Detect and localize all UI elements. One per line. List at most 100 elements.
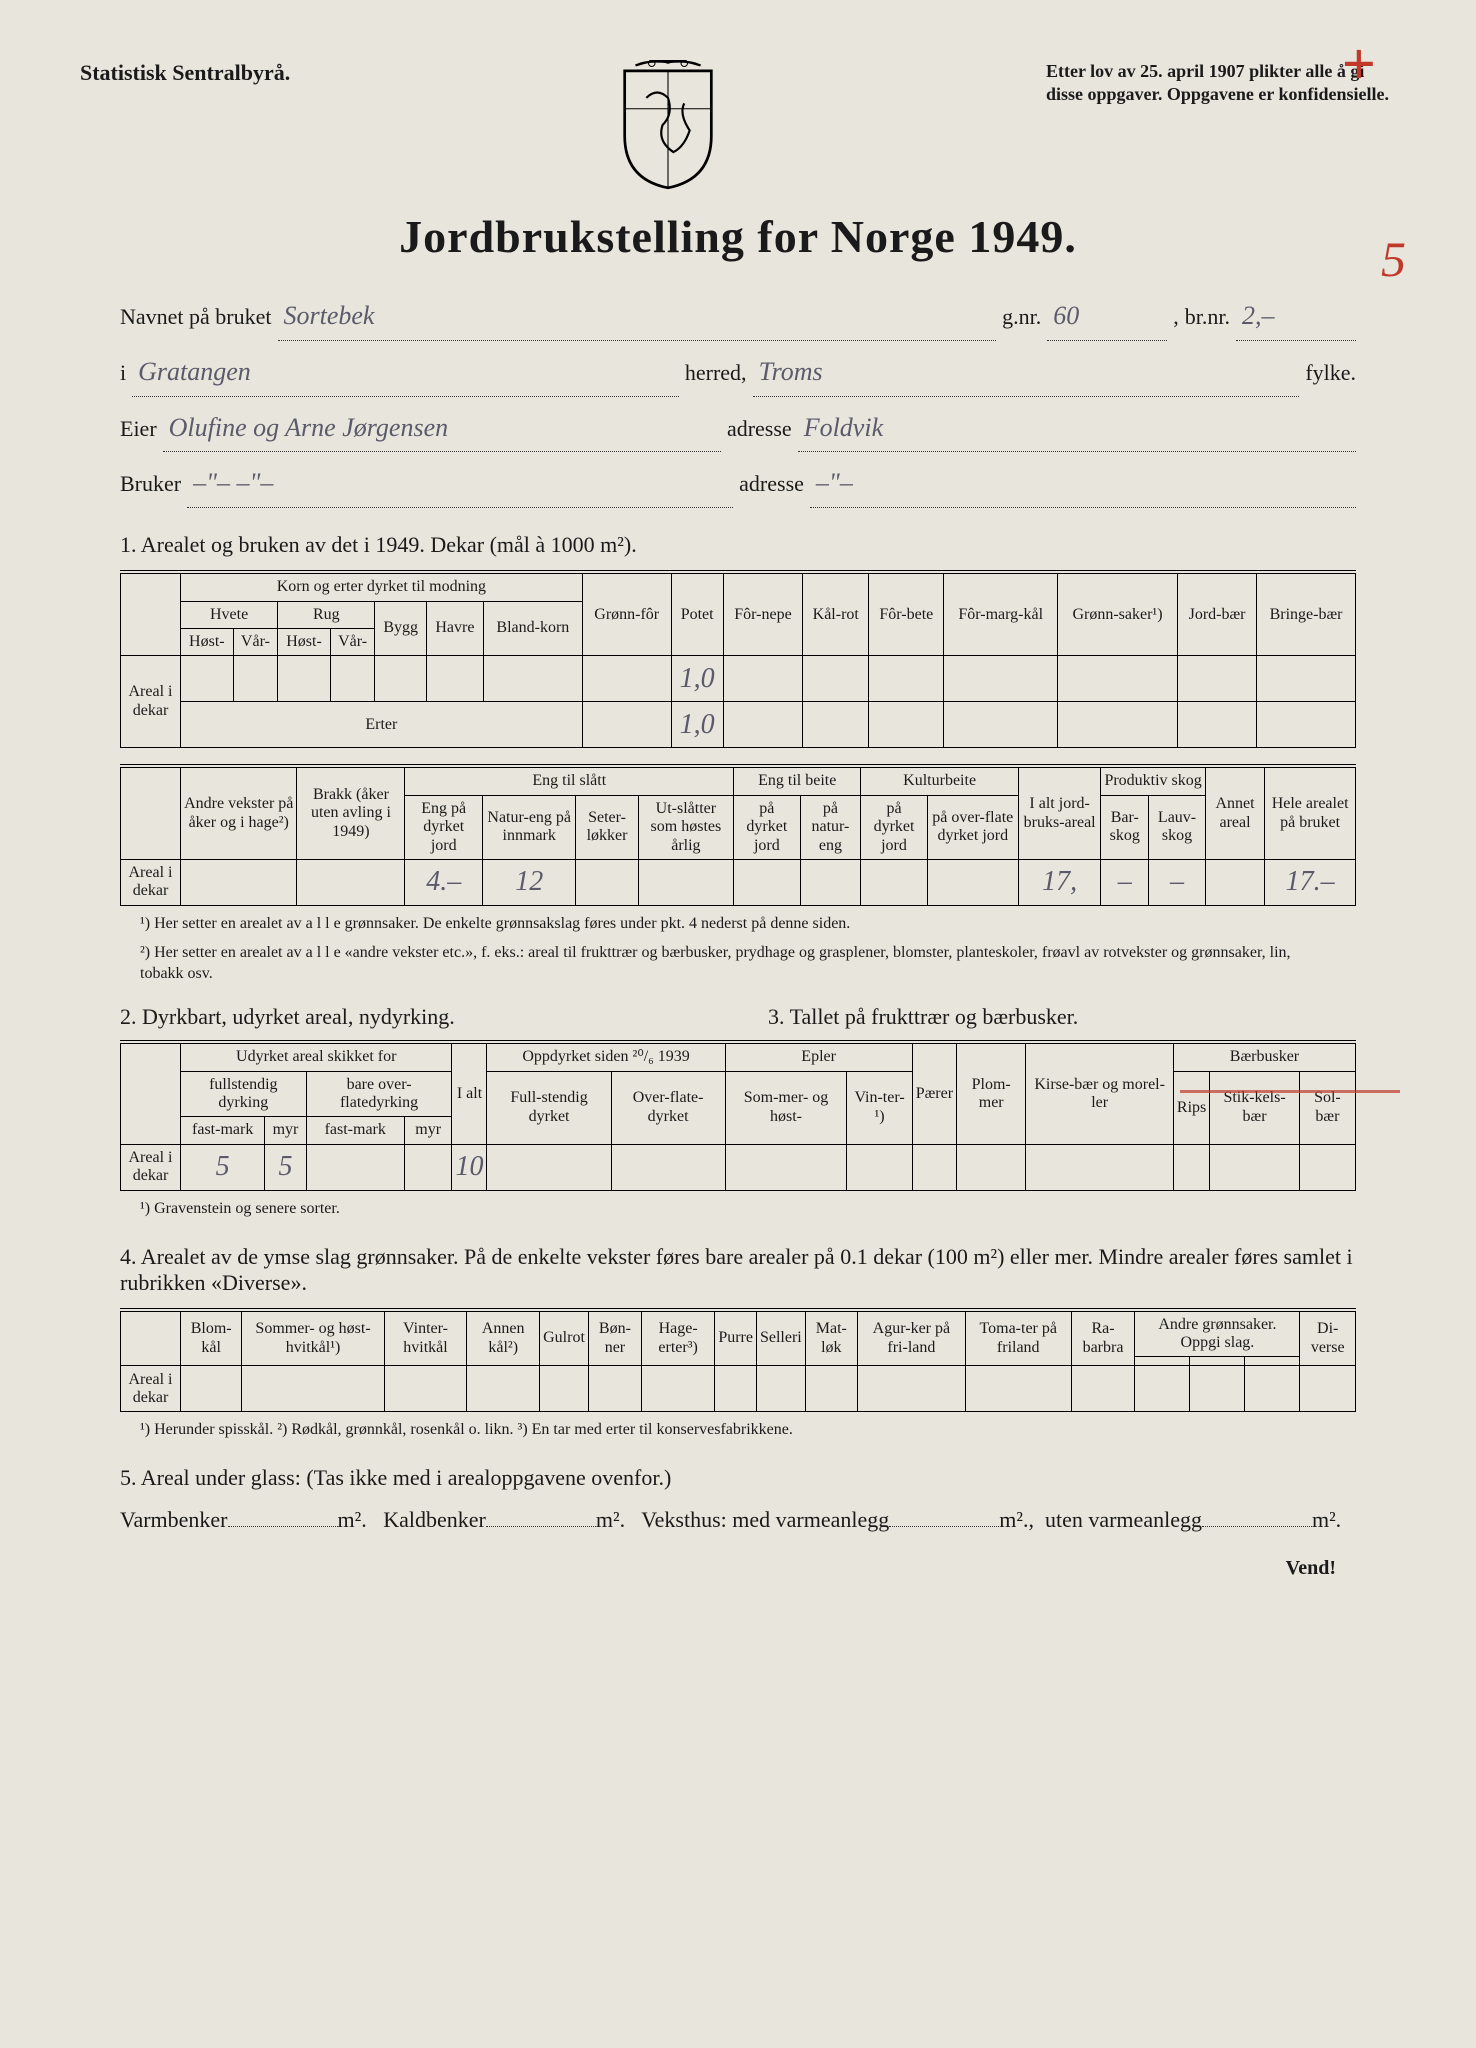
t4-v7 [641, 1366, 714, 1412]
t1a-rowlabel: Areal i dekar [121, 656, 181, 748]
t2-v8 [725, 1144, 847, 1190]
t2-v4 [404, 1144, 452, 1190]
fylke-label: fylke. [1305, 353, 1356, 393]
t2-fullstendig: fullstendig dyrking [181, 1071, 307, 1117]
t4-rowlabel: Areal i dekar [121, 1366, 181, 1412]
farm-name-label: Navnet på bruket [120, 297, 272, 337]
t1a-r2c16 [1257, 702, 1356, 748]
t2-myr2: myr [404, 1117, 452, 1144]
t2-fulldyrket: Full-stendig dyrket [487, 1071, 611, 1144]
t2-myr-val: 5 [265, 1144, 306, 1190]
t4-v11 [857, 1366, 965, 1412]
t4-v6 [588, 1366, 641, 1412]
t1a-r2c12 [869, 702, 944, 748]
u1: m². [338, 1507, 367, 1532]
t1a-blank [121, 572, 181, 656]
t1b-kbdyrket: på dyrket jord [861, 795, 927, 859]
t2-v7 [611, 1144, 725, 1190]
t1b-v14 [1205, 859, 1264, 905]
t2-oppdyrket: Oppdyrket siden ²⁰/₆ 1939 [487, 1042, 725, 1071]
t1b-natureng-val: 12 [483, 859, 576, 905]
table4: Blom-kål Sommer- og høst-hvitkål¹) Vinte… [120, 1308, 1356, 1413]
herred-label: herred, [685, 353, 747, 393]
user-value: –"– –"– [187, 460, 733, 508]
t1a-c15 [1178, 656, 1257, 702]
t1b-v10 [927, 859, 1018, 905]
t2-v15 [1299, 1144, 1355, 1190]
t1b-v5 [576, 859, 638, 905]
section5-line: Varmbenkerm². Kaldbenkerm². Veksthus: me… [120, 1499, 1356, 1541]
t4-v5 [540, 1366, 589, 1412]
t4-selleri: Selleri [756, 1310, 805, 1366]
u3: m². [999, 1507, 1028, 1532]
t1a-c13 [944, 656, 1057, 702]
t4-agurker: Agur-ker på fri-land [857, 1310, 965, 1366]
t1a-c3 [278, 656, 331, 702]
adresse-label-1: adresse [727, 409, 792, 449]
section2-title: 2. Dyrkbart, udyrket areal, nydyrking. [120, 1004, 708, 1030]
t1a-c4 [330, 656, 375, 702]
kaldbenker-val [486, 1526, 596, 1527]
t1a-rug: Rug [278, 601, 375, 628]
municipality-value: Gratangen [132, 349, 679, 397]
t4-v17 [1300, 1366, 1356, 1412]
section2-3-titles: 2. Dyrkbart, udyrket areal, nydyrking. 3… [120, 1004, 1356, 1030]
t1b-natureng: Natur-eng på innmark [483, 795, 576, 859]
t2-v13 [1173, 1144, 1209, 1190]
t1a-korn-group: Korn og erter dyrket til modning [181, 572, 583, 601]
t1a-havre: Havre [426, 601, 483, 656]
t1a-rug-var: Vår- [330, 628, 375, 655]
u4: m². [1312, 1507, 1341, 1532]
t2-fastmark-val: 5 [181, 1144, 265, 1190]
t4-bonner: Bøn-ner [588, 1310, 641, 1366]
t2-sommerhost: Som-mer- og høst- [725, 1071, 847, 1144]
kaldbenker-label: Kaldbenker [383, 1507, 486, 1532]
t1b-ialt-val: 17, [1018, 859, 1100, 905]
t4-v16 [1245, 1366, 1300, 1412]
farm-name-line: Navnet på bruket Sortebek g.nr. 60 , br.… [120, 293, 1356, 341]
t1b-ialt: I alt jord-bruks-areal [1018, 766, 1100, 859]
t1a-c6 [426, 656, 483, 702]
i-label: i [120, 353, 126, 393]
t1a-blandkorn: Bland-korn [483, 601, 582, 656]
eier-label: Eier [120, 409, 157, 449]
section1-footnote2: ²) Her setter en arealet av a l l e «and… [140, 943, 1336, 985]
gnr-label: g.nr. [1002, 297, 1041, 337]
t4-v3 [384, 1366, 467, 1412]
t1b-engslatt: Eng til slått [405, 766, 734, 795]
t2-baerbusker: Bærbusker [1173, 1042, 1355, 1071]
t4-v10 [805, 1366, 857, 1412]
t1a-potet-val: 1,0 [671, 656, 723, 702]
t1a-jordbaer: Jord-bær [1178, 572, 1257, 656]
t4-purre: Purre [715, 1310, 757, 1366]
t1a-r2c10 [723, 702, 803, 748]
varmbenker-label: Varmbenker [120, 1507, 228, 1532]
t1b-v8 [800, 859, 861, 905]
t1b-beitenatur: på natur-eng [800, 795, 861, 859]
t1b-seter: Seter-løkker [576, 795, 638, 859]
t1a-c11 [803, 656, 869, 702]
t2-myr1: myr [265, 1117, 306, 1144]
t1b-engdyrket: Eng på dyrket jord [405, 795, 483, 859]
t1b-utslatter: Ut-slåtter som høstes årlig [638, 795, 734, 859]
t2-v10 [912, 1144, 956, 1190]
t1a-c8 [582, 656, 671, 702]
veksthus-val [889, 1526, 999, 1527]
county-value: Troms [753, 349, 1300, 397]
page-number-mark: 5 [1381, 230, 1406, 288]
t4-v13 [1071, 1366, 1135, 1412]
t1b-v1 [181, 859, 297, 905]
t1a-r2c13 [944, 702, 1057, 748]
t1a-potet-val2: 1,0 [671, 702, 723, 748]
t1b-blank [121, 766, 181, 859]
table1b: Andre vekster på åker og i hage²) Brakk … [120, 764, 1356, 906]
t2-ialt-val: 10 [452, 1144, 487, 1190]
coat-of-arms [613, 60, 723, 190]
t1a-c16 [1257, 656, 1356, 702]
section2-footnote: ¹) Gravenstein og senere sorter. [140, 1199, 1336, 1220]
t1b-lauvskog-val: – [1149, 859, 1206, 905]
table2: Udyrket areal skikket for I alt Oppdyrke… [120, 1040, 1356, 1191]
t1a-gronnfor: Grønn-fôr [582, 572, 671, 656]
t1a-bygg: Bygg [375, 601, 427, 656]
t2-vinter: Vin-ter-¹) [847, 1071, 912, 1144]
